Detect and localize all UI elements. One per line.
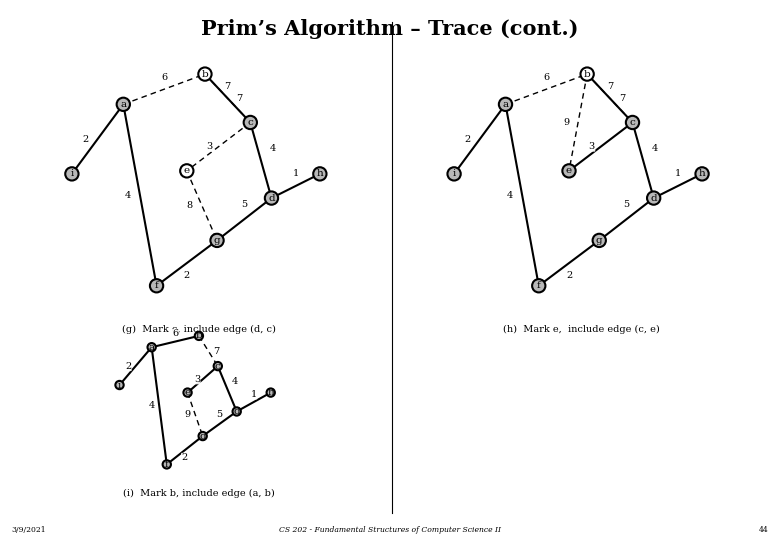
Text: h: h <box>699 170 705 178</box>
Circle shape <box>183 388 192 397</box>
Text: 2: 2 <box>183 271 190 280</box>
Text: 7: 7 <box>213 347 219 355</box>
Text: 7: 7 <box>607 82 613 91</box>
Circle shape <box>232 407 241 416</box>
Text: 5: 5 <box>241 200 247 208</box>
Circle shape <box>593 234 606 247</box>
Text: 4: 4 <box>125 191 131 200</box>
Text: c: c <box>247 118 254 127</box>
Text: e: e <box>566 166 572 176</box>
Circle shape <box>314 167 327 180</box>
Text: 4: 4 <box>232 377 238 386</box>
Text: 5: 5 <box>623 200 629 208</box>
Circle shape <box>532 279 545 293</box>
Circle shape <box>626 116 639 129</box>
Text: i: i <box>452 170 456 178</box>
Circle shape <box>117 98 130 111</box>
Text: (h)  Mark e,  include edge (c, e): (h) Mark e, include edge (c, e) <box>503 325 659 334</box>
Text: 3: 3 <box>194 375 200 384</box>
Circle shape <box>147 343 156 352</box>
Text: a: a <box>148 343 154 352</box>
Text: 5: 5 <box>217 410 223 419</box>
Text: 4: 4 <box>652 144 658 153</box>
Text: 6: 6 <box>161 72 167 82</box>
Circle shape <box>198 68 211 81</box>
Text: 3/9/2021: 3/9/2021 <box>12 525 46 534</box>
Circle shape <box>562 164 576 178</box>
Text: 2: 2 <box>182 453 188 462</box>
Circle shape <box>162 460 171 469</box>
Text: (i)  Mark b, include edge (a, b): (i) Mark b, include edge (a, b) <box>123 489 275 498</box>
Text: (g)  Mark c, include edge (d, c): (g) Mark c, include edge (d, c) <box>122 325 276 334</box>
Text: 2: 2 <box>125 362 131 370</box>
Text: d: d <box>268 193 275 202</box>
Circle shape <box>647 191 661 205</box>
Circle shape <box>267 388 275 397</box>
Circle shape <box>150 279 163 293</box>
Text: 9: 9 <box>185 410 190 419</box>
Circle shape <box>211 234 224 247</box>
Text: g: g <box>596 236 603 245</box>
Text: h: h <box>268 388 274 397</box>
Circle shape <box>115 381 124 389</box>
Circle shape <box>448 167 461 180</box>
Circle shape <box>199 432 207 440</box>
Circle shape <box>696 167 709 180</box>
Text: 7: 7 <box>619 94 625 103</box>
Text: 9: 9 <box>563 118 569 127</box>
Text: h: h <box>317 170 323 178</box>
Text: 1: 1 <box>292 170 299 178</box>
Text: b: b <box>201 70 208 79</box>
Text: i: i <box>118 381 121 389</box>
Text: 7: 7 <box>236 94 243 103</box>
Text: 44: 44 <box>758 525 768 534</box>
Text: a: a <box>120 100 126 109</box>
Text: c: c <box>629 118 636 127</box>
Text: 7: 7 <box>225 82 231 91</box>
Text: a: a <box>502 100 509 109</box>
Text: f: f <box>154 281 158 291</box>
Circle shape <box>195 332 203 340</box>
Circle shape <box>214 362 222 370</box>
Text: e: e <box>184 166 190 176</box>
Circle shape <box>580 68 594 81</box>
Text: CS 202 - Fundamental Structures of Computer Science II: CS 202 - Fundamental Structures of Compu… <box>279 525 501 534</box>
Text: i: i <box>70 170 73 178</box>
Text: f: f <box>165 460 168 469</box>
Text: 1: 1 <box>250 390 257 399</box>
Text: g: g <box>200 431 206 441</box>
Text: d: d <box>233 407 240 416</box>
Text: 2: 2 <box>83 134 89 144</box>
Text: 2: 2 <box>566 271 572 280</box>
Circle shape <box>66 167 79 180</box>
Text: Prim’s Algorithm – Trace (cont.): Prim’s Algorithm – Trace (cont.) <box>201 19 579 39</box>
Circle shape <box>265 191 278 205</box>
Text: d: d <box>651 193 657 202</box>
Text: b: b <box>583 70 590 79</box>
Text: c: c <box>215 362 221 370</box>
Text: b: b <box>196 332 202 340</box>
Text: 2: 2 <box>465 134 471 144</box>
Circle shape <box>243 116 257 129</box>
Text: 3: 3 <box>589 142 595 151</box>
Text: 6: 6 <box>543 72 549 82</box>
Text: 6: 6 <box>172 329 179 339</box>
Text: 1: 1 <box>675 170 681 178</box>
Text: 4: 4 <box>270 144 276 153</box>
Text: g: g <box>214 236 221 245</box>
Text: 3: 3 <box>207 142 213 151</box>
Text: f: f <box>537 281 541 291</box>
Circle shape <box>499 98 512 111</box>
Text: e: e <box>185 388 190 397</box>
Text: 8: 8 <box>186 201 193 210</box>
Circle shape <box>180 164 193 178</box>
Text: 4: 4 <box>148 401 154 410</box>
Text: 4: 4 <box>507 191 513 200</box>
